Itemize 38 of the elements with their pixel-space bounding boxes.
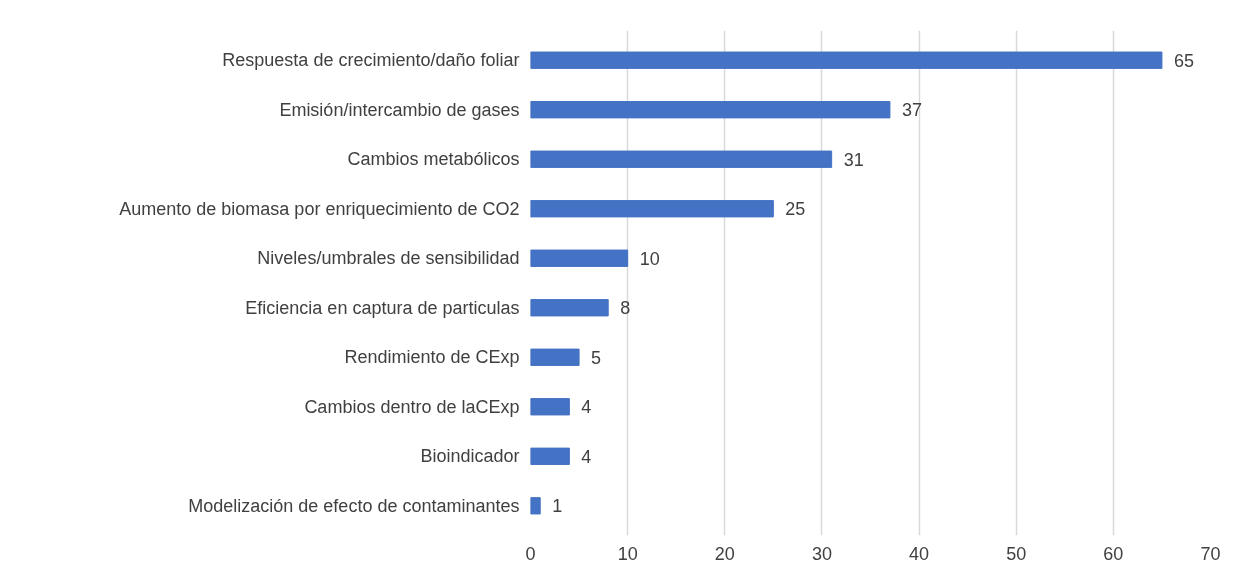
y-tick-label: Aumento de biomasa por enriquecimiento de CO2: [119, 198, 520, 219]
data-label: 10: [639, 248, 660, 269]
y-tick-label: Niveles/umbrales de sensibilidad: [257, 248, 520, 269]
bar: [530, 51, 1163, 69]
x-tick-label: 50: [1006, 543, 1027, 564]
bar: [530, 398, 570, 416]
data-label: 37: [901, 100, 922, 121]
bar: [530, 200, 774, 218]
y-tick-label: Bioindicador: [420, 446, 520, 467]
y-tick-label: Cambios dentro de laCExp: [304, 396, 520, 417]
x-tick-label: 0: [525, 543, 536, 564]
data-label: 5: [591, 347, 602, 368]
bar: [530, 249, 629, 267]
x-tick-label: 10: [617, 543, 638, 564]
bar: [530, 150, 833, 168]
y-tick-label: Respuesta de crecimiento/daño foliar: [222, 50, 520, 71]
data-label: 31: [843, 149, 864, 170]
bar: [530, 348, 580, 366]
x-tick-label: 30: [811, 543, 832, 564]
bar: [530, 497, 541, 515]
data-label: 4: [581, 446, 592, 467]
y-tick-label: Modelización de efecto de contaminantes: [188, 495, 520, 516]
y-tick-label: Cambios metabólicos: [347, 149, 520, 170]
bar: [530, 101, 891, 119]
bar: [530, 299, 609, 317]
data-label: 1: [552, 496, 563, 517]
data-label: 8: [620, 298, 631, 319]
x-tick-label: 20: [714, 543, 735, 564]
data-label: 25: [785, 199, 806, 220]
y-tick-label: Emisión/intercambio de gases: [279, 99, 520, 120]
data-label: 4: [581, 397, 592, 418]
y-tick-label: Rendimiento de CExp: [344, 347, 520, 368]
y-tick-label: Eficiencia en captura de particulas: [245, 297, 520, 318]
x-tick-label: 70: [1200, 543, 1221, 564]
x-tick-label: 60: [1103, 543, 1124, 564]
bar: [530, 447, 570, 465]
x-tick-label: 40: [909, 543, 930, 564]
data-label: 65: [1173, 50, 1194, 71]
